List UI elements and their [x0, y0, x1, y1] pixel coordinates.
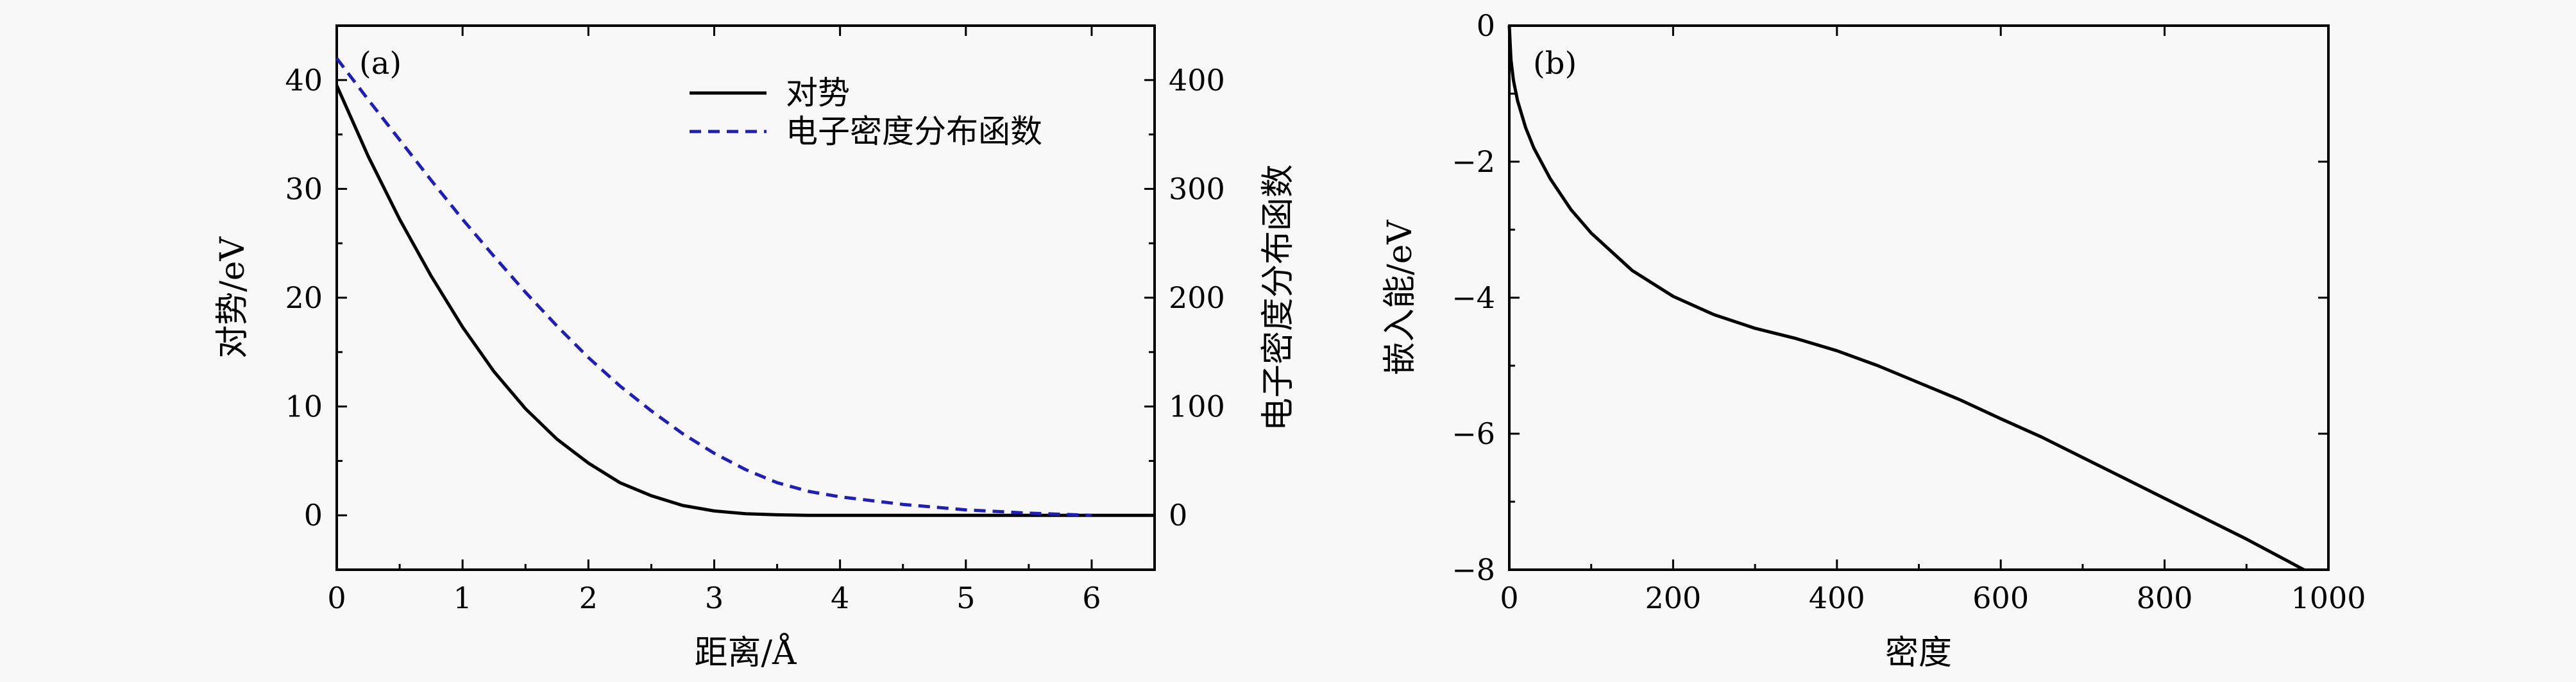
panel-b-ytick-label: −6 — [1452, 416, 1495, 451]
panel-b-xtick-label: 1000 — [2291, 581, 2366, 615]
panel-a-ytick-label: 10 — [285, 389, 323, 424]
panel-a-ytick-right-label: 0 — [1169, 498, 1187, 533]
panel-b-xtick-label: 200 — [1645, 581, 1701, 615]
panel-a-label: (a) — [359, 46, 402, 81]
panel-a-ylabel-left: 对势/eV — [214, 236, 252, 359]
panel-b-label: (b) — [1533, 46, 1577, 81]
panel-a-ytick-right-label: 300 — [1169, 171, 1225, 206]
panel-a-xtick-label: 4 — [831, 581, 849, 615]
panel-b-ticks: 0 200 400 600 800 1000 −8 −6 −4 −2 0 — [1452, 8, 2366, 615]
panel-a-ytick-label: 40 — [285, 63, 323, 98]
panel-a-xtick-label: 0 — [327, 581, 346, 615]
panel-a-xtick-label: 2 — [579, 581, 598, 615]
panel-a-legend: 对势 电子密度分布函数 — [690, 74, 1042, 150]
panel-a-xtick-label: 1 — [453, 581, 472, 615]
panel-a-series-line-1 — [335, 57, 1092, 517]
panel-a-xtick-label: 5 — [956, 581, 975, 615]
panel-b-xtick-label: 0 — [1500, 581, 1518, 615]
panel-b-ylabel: 嵌入能/eV — [1381, 219, 1419, 375]
panel-b-plot-area — [1508, 24, 2330, 571]
panel-a-ytick-label: 30 — [285, 171, 323, 206]
panel-a-ytick-right-label: 200 — [1169, 280, 1225, 315]
panel-a-ylabel-right: 电子密度分布函数 — [1259, 164, 1298, 431]
panel-b: 0 200 400 600 800 1000 −8 −6 −4 −2 0 (b) 密度 嵌入能/eV — [1381, 8, 2366, 672]
panel-b-series-line-0 — [1507, 25, 2305, 572]
panel-b-xtick-label: 600 — [1972, 581, 2029, 615]
panel-b-ytick-label: −8 — [1452, 552, 1495, 587]
panel-b-ytick-label: −2 — [1452, 144, 1495, 179]
panel-b-xlabel: 密度 — [1885, 634, 1952, 672]
panel-a-ytick-right-label: 100 — [1169, 389, 1225, 424]
panel-a-ytick-label: 20 — [285, 280, 323, 315]
panel-b-xtick-label: 800 — [2137, 581, 2193, 615]
legend-label-pair-potential: 对势 — [786, 74, 850, 112]
panel-a-xtick-label: 6 — [1082, 581, 1101, 615]
panel-a-ytick-right-label: 400 — [1169, 63, 1225, 98]
panel-a-series-line-0 — [335, 85, 1155, 517]
panel-a-plot-area — [335, 24, 1156, 571]
panel-b-xtick-label: 400 — [1809, 581, 1865, 615]
panel-b-ytick-label: −4 — [1452, 280, 1495, 315]
panel-b-ytick-label: 0 — [1477, 8, 1495, 43]
panel-a-xlabel: 距离/Å — [694, 633, 797, 672]
legend-label-electron-density: 电子密度分布函数 — [786, 113, 1042, 150]
panel-a-series — [335, 57, 1155, 517]
panel-b-series — [1507, 25, 2305, 572]
panel-a-xtick-label: 3 — [705, 581, 724, 615]
panel-a-ytick-label: 0 — [304, 498, 323, 533]
